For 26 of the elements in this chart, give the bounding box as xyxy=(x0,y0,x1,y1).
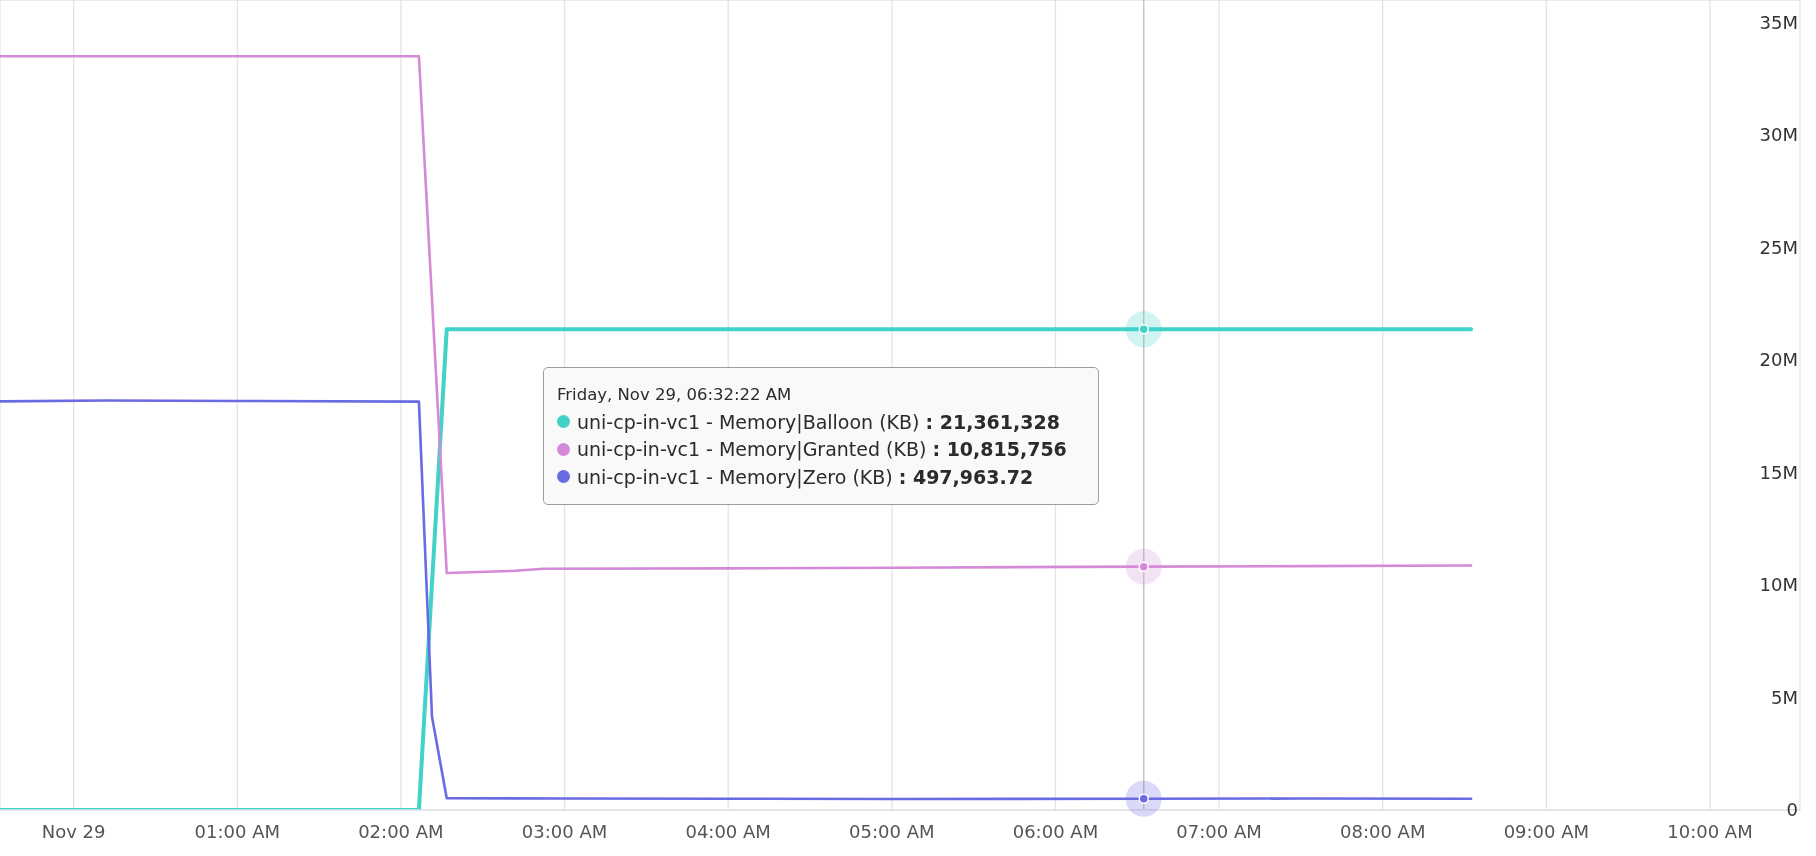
x-tick-label: Nov 29 xyxy=(41,820,106,842)
y-tick-label: 25M xyxy=(1759,236,1798,258)
x-tick-label: 08:00 AM xyxy=(1340,820,1426,842)
y-tick-label: 35M xyxy=(1759,11,1798,33)
x-tick-label: 05:00 AM xyxy=(849,820,935,842)
annotation: Friday, Nov 29, 06:32:22 AM xyxy=(557,385,792,404)
x-tick-label: 10:00 AM xyxy=(1667,820,1753,842)
y-tick-label: 0 xyxy=(1786,799,1798,821)
x-tick-label: 02:00 AM xyxy=(358,820,444,842)
y-tick-label: 10M xyxy=(1759,574,1798,596)
annotation: : 21,361,328 xyxy=(925,410,1060,433)
legend-label: uni-cp-in-vc1 - Memory|Zero (KB) xyxy=(577,465,893,488)
legend-label: uni-cp-in-vc1 - Memory|Balloon (KB) xyxy=(577,410,920,433)
x-tick-label: 01:00 AM xyxy=(194,820,280,842)
x-tick-label: 09:00 AM xyxy=(1503,820,1590,842)
y-tick-label: 20M xyxy=(1759,349,1798,371)
x-tick-label: 03:00 AM xyxy=(521,820,608,842)
y-tick-label: 5M xyxy=(1771,686,1798,708)
x-tick-label: 06:00 AM xyxy=(1012,820,1099,842)
x-tick-label: 04:00 AM xyxy=(685,820,771,842)
y-tick-label: 30M xyxy=(1759,124,1798,146)
legend-label: uni-cp-in-vc1 - Memory|Granted (KB) xyxy=(577,438,927,461)
y-tick-label: 15M xyxy=(1759,461,1798,483)
x-tick-label: 07:00 AM xyxy=(1176,820,1262,842)
annotation: : 10,815,756 xyxy=(932,438,1067,461)
annotation: : 497,963.72 xyxy=(898,465,1034,488)
